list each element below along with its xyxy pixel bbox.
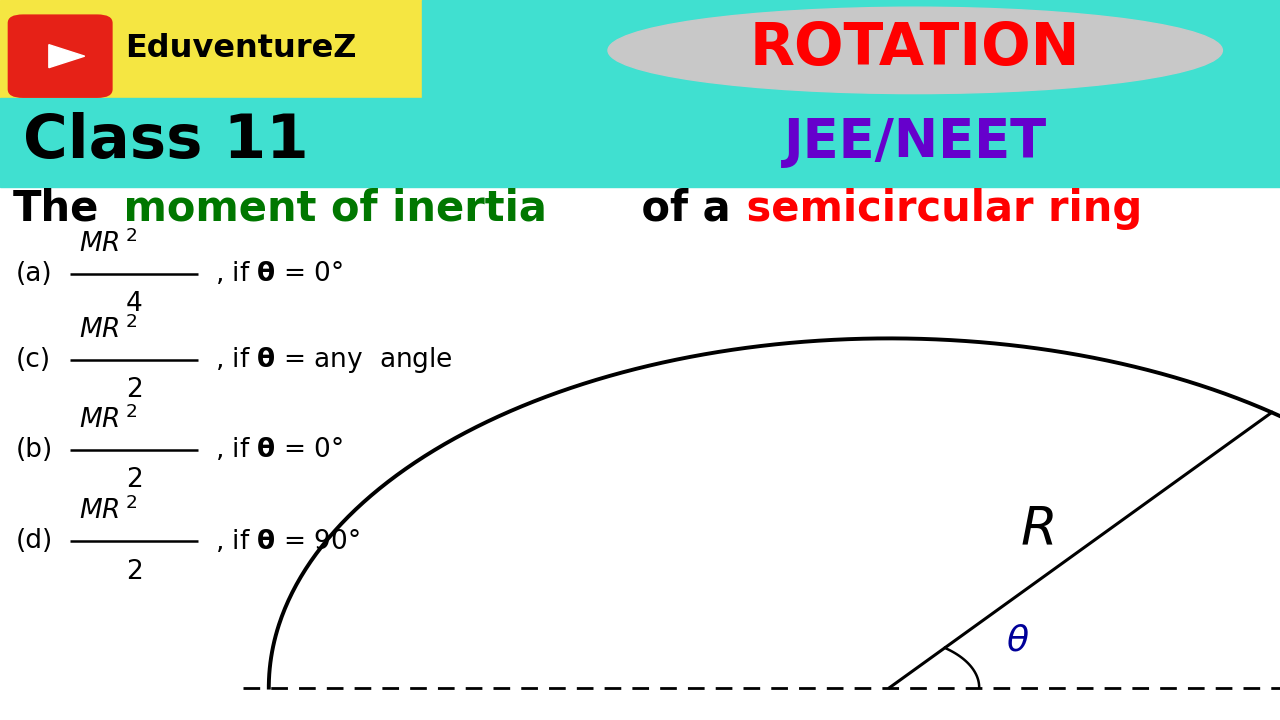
Text: , if $\mathbf{\theta}$ = 0°: , if $\mathbf{\theta}$ = 0° [215,436,343,464]
Bar [422,0,1280,98]
Text: 2: 2 [125,467,143,493]
Text: 2: 2 [125,559,143,585]
Bar [0,187,1280,720]
Bar [0,0,422,98]
Text: (a): (a) [15,261,52,287]
Text: (d): (d) [15,528,52,554]
Text: $R$: $R$ [1020,504,1053,556]
Text: EduventureZ: EduventureZ [125,33,357,65]
Polygon shape [49,45,84,68]
Text: ROTATION: ROTATION [750,20,1080,78]
Text: $\mathit{MR}^{\,2}$: $\mathit{MR}^{\,2}$ [79,405,137,434]
Text: 2: 2 [125,377,143,403]
Text: 4: 4 [125,291,143,317]
Text: The: The [13,188,99,230]
Text: , if $\mathbf{\theta}$ = any  angle: , if $\mathbf{\theta}$ = any angle [215,345,453,375]
Text: , if $\mathbf{\theta}$ = 90°: , if $\mathbf{\theta}$ = 90° [215,528,360,555]
Text: (b): (b) [15,437,52,463]
Text: $\theta$: $\theta$ [1006,624,1029,658]
Text: $\mathit{MR}^{\,2}$: $\mathit{MR}^{\,2}$ [79,229,137,258]
Text: $\mathit{MR}^{\,2}$: $\mathit{MR}^{\,2}$ [79,497,137,526]
Text: , if $\mathbf{\theta}$ = 0°: , if $\mathbf{\theta}$ = 0° [215,260,343,287]
Text: (c): (c) [15,347,50,373]
Text: of a: of a [627,188,731,230]
Bar [0,98,1280,187]
Text: JEE/NEET: JEE/NEET [783,116,1047,168]
Ellipse shape [608,7,1222,94]
FancyBboxPatch shape [8,14,113,98]
Text: semicircular ring: semicircular ring [732,188,1143,230]
Text: $\mathit{MR}^{\,2}$: $\mathit{MR}^{\,2}$ [79,315,137,344]
Text: moment of inertia: moment of inertia [109,188,547,230]
Text: Class 11: Class 11 [23,112,308,171]
